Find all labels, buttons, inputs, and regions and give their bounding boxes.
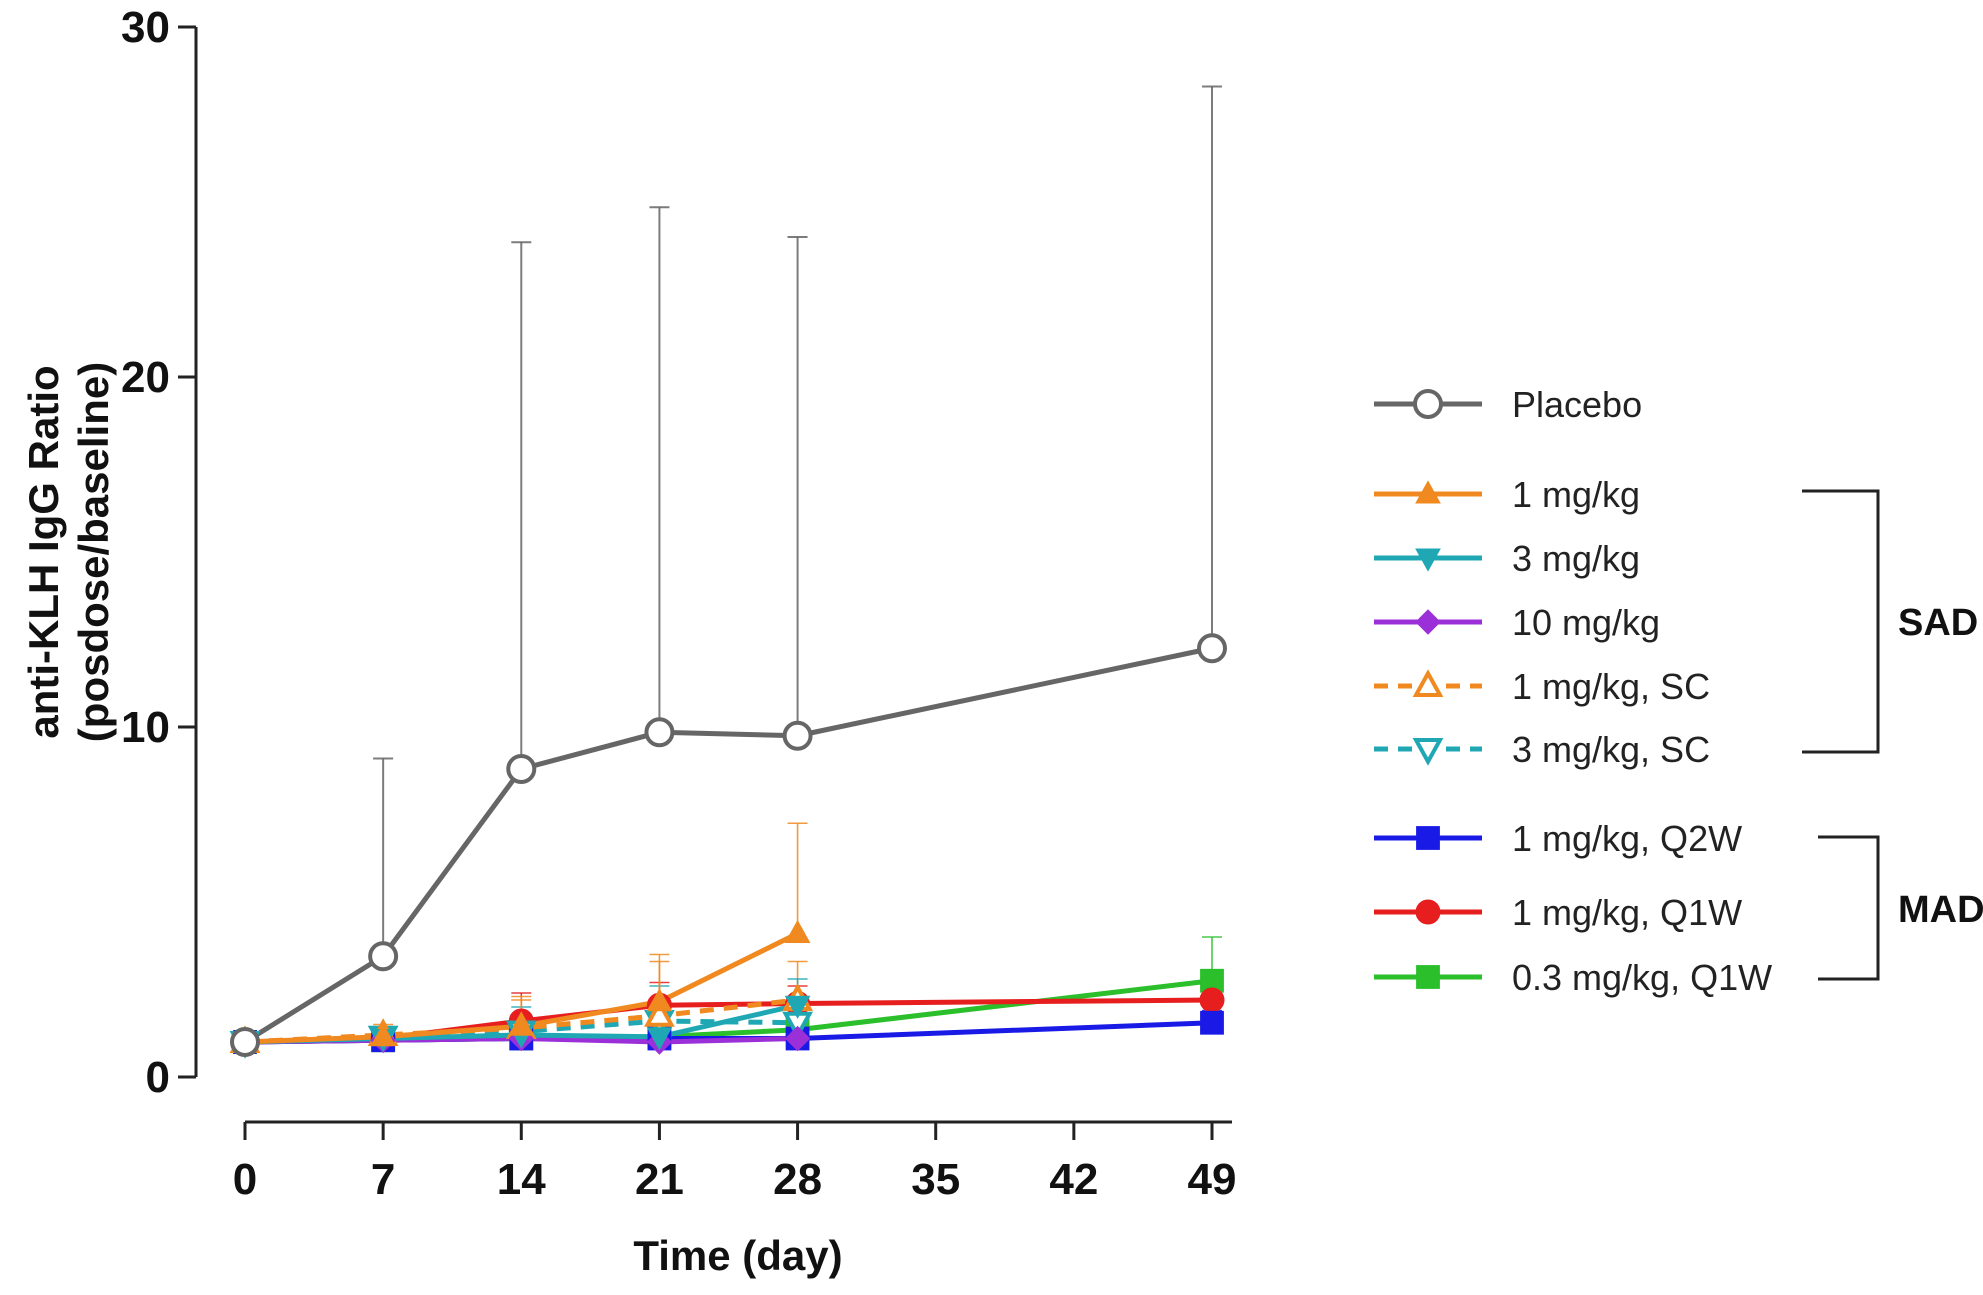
legend-marker-0-3-mg-kg-q1w [1416,965,1440,989]
legend-label-1-mg-kg-q2w: 1 mg/kg, Q2W [1512,818,1742,859]
point-placebo [644,717,675,748]
series-lines [243,645,1213,1045]
legend-label-3-mg-kg-sc: 3 mg/kg, SC [1512,729,1710,770]
legend-marker-3-mg-kg-sc [1412,738,1444,766]
point-1-mg-kg [646,988,673,1012]
legend-label-3-mg-kg: 3 mg/kg [1512,538,1640,579]
x-axis-title: Time (day) [633,1232,842,1279]
point-1-mg-kg-sc [644,999,675,1027]
legend-label-1-mg-kg: 1 mg/kg [1512,474,1640,515]
series-markers [229,633,1227,1059]
x-tick-label: 0 [233,1155,257,1204]
legend-marker-1-mg-kg [1415,480,1441,504]
y-tick-label: 30 [121,3,170,52]
point-3-mg-kg [646,1027,673,1051]
point-1-mg-kg [784,919,811,943]
point-placebo [368,941,399,972]
x-tick-label: 42 [1049,1155,1098,1204]
y-tick-label: 10 [121,703,170,752]
point-1-mg-kg [508,1012,535,1036]
y-axis-title: anti-KLH IgG Ratio(posdose/baseline) [20,362,117,742]
x-tick-label: 14 [497,1155,546,1204]
legend: Placebo 1 mg/kg 3 mg/kg 10 mg/kg 1 mg/kg, SC… [1374,384,1983,998]
point-placebo [230,1027,260,1057]
legend-label-10-mg-kg: 10 mg/kg [1512,602,1660,643]
legend-label-0-3-mg-kg-q1w: 0.3 mg/kg, Q1W [1512,957,1772,998]
point-placebo [782,720,813,751]
x-tick-label: 7 [371,1155,395,1204]
x-tick-label: 21 [635,1155,684,1204]
x-tick-label: 35 [911,1155,960,1204]
y-axis-title-line: (posdose/baseline) [70,362,117,742]
point-3-mg-kg [784,995,811,1019]
point-1-mg-kg [370,1023,396,1047]
point-placebo [506,754,537,784]
point-1-mg-kg-q2w [1200,1010,1224,1035]
y-tick-label: 0 [146,1053,170,1102]
legend-label-placebo: Placebo [1512,384,1642,425]
axes: 0 10 20 30 0 7 14 21 28 35 42 49 Time (day) anti-KLH … [20,3,1236,1279]
legend-marker-placebo [1413,389,1443,419]
error-bars [373,85,1222,1042]
bracket-sad [1802,489,1880,754]
point-placebo [1197,633,1227,664]
legend-marker-3-mg-kg [1415,548,1441,572]
group-label-sad: SAD [1898,602,1978,644]
series-line-placebo [243,645,1213,1045]
legend-marker-1-mg-kg-sc [1412,669,1444,697]
x-tick-label: 28 [773,1155,822,1204]
point-1-mg-kg-q1w [1199,987,1225,1013]
group-label-mad: MAD [1898,889,1983,931]
legend-marker-10-mg-kg [1415,609,1441,635]
legend-label-1-mg-kg-q1w: 1 mg/kg, Q1W [1512,892,1742,933]
bracket-mad [1818,835,1880,981]
y-tick-label: 20 [121,353,170,402]
point-10-mg-kg [784,1025,811,1052]
legend-label-1-mg-kg-sc: 1 mg/kg, SC [1512,666,1710,707]
y-axis-title-line: anti-KLH IgG Ratio [20,365,67,738]
legend-marker-1-mg-kg-q2w [1416,826,1440,850]
legend-marker-1-mg-kg-q1w [1415,899,1441,925]
x-tick-label: 49 [1188,1155,1237,1204]
